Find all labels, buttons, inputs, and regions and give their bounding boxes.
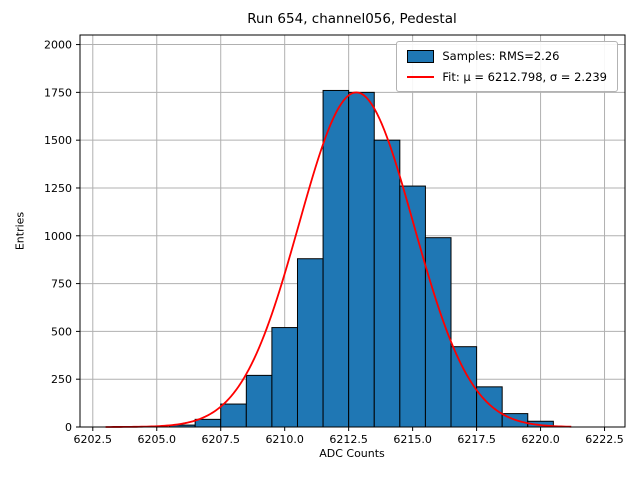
histogram-bar [271, 327, 298, 428]
legend-label-samples: Samples: RMS=2.26 [442, 49, 560, 63]
histogram-swatch-icon [407, 49, 435, 63]
histogram-bars [169, 89, 554, 428]
x-axis-label: ADC Counts [319, 447, 385, 460]
histogram-bar [220, 403, 247, 428]
histogram-bar [450, 346, 478, 428]
histogram-bar [322, 89, 350, 428]
x-tick-label: 6217.5 [457, 433, 496, 446]
histogram-bar [348, 91, 375, 428]
y-tick-label: 0 [65, 421, 72, 434]
histogram-bar [476, 386, 503, 428]
y-tick-label: 250 [51, 373, 72, 386]
x-tick-label: 6205.0 [138, 433, 177, 446]
y-tick-label: 1250 [44, 182, 72, 195]
ticks [76, 44, 606, 431]
x-tick-label: 6222.5 [585, 433, 624, 446]
x-tick-label: 6202.5 [74, 433, 113, 446]
legend: Samples: RMS=2.26 Fit: μ = 6212.798, σ =… [396, 41, 618, 92]
axes-spines [79, 34, 626, 428]
legend-entry-samples: Samples: RMS=2.26 [407, 49, 607, 63]
y-tick-label: 1500 [44, 134, 72, 147]
y-tick-label: 500 [51, 325, 72, 338]
histogram-bar [296, 258, 324, 428]
y-axis-label: Entries [13, 211, 27, 251]
y-tick-label: 750 [51, 278, 72, 291]
x-tick-label: 6210.0 [265, 433, 304, 446]
tick-labels: 6202.5 6205.0 6207.5 6210.0 6212.5 6215.0 6217… [44, 39, 624, 446]
legend-entry-fit: Fit: μ = 6212.798, σ = 2.239 [407, 70, 607, 84]
histogram-bar [399, 185, 426, 428]
y-tick-label: 1000 [44, 230, 72, 243]
x-tick-label: 6220.0 [521, 433, 560, 446]
histogram-bar [245, 374, 273, 428]
gaussian-fit-curve [105, 91, 572, 428]
legend-label-fit: Fit: μ = 6212.798, σ = 2.239 [442, 70, 607, 84]
histogram-bar [373, 139, 401, 428]
fit-line-swatch-icon [407, 76, 435, 78]
x-tick-label: 6212.5 [329, 433, 368, 446]
x-tick-label: 6215.0 [393, 433, 432, 446]
histogram-bar [194, 418, 222, 428]
x-tick-label: 6207.5 [201, 433, 240, 446]
y-tick-label: 1750 [44, 86, 72, 99]
chart-title: Run 654, channel056, Pedestal [247, 11, 457, 27]
y-tick-label: 2000 [44, 39, 72, 52]
